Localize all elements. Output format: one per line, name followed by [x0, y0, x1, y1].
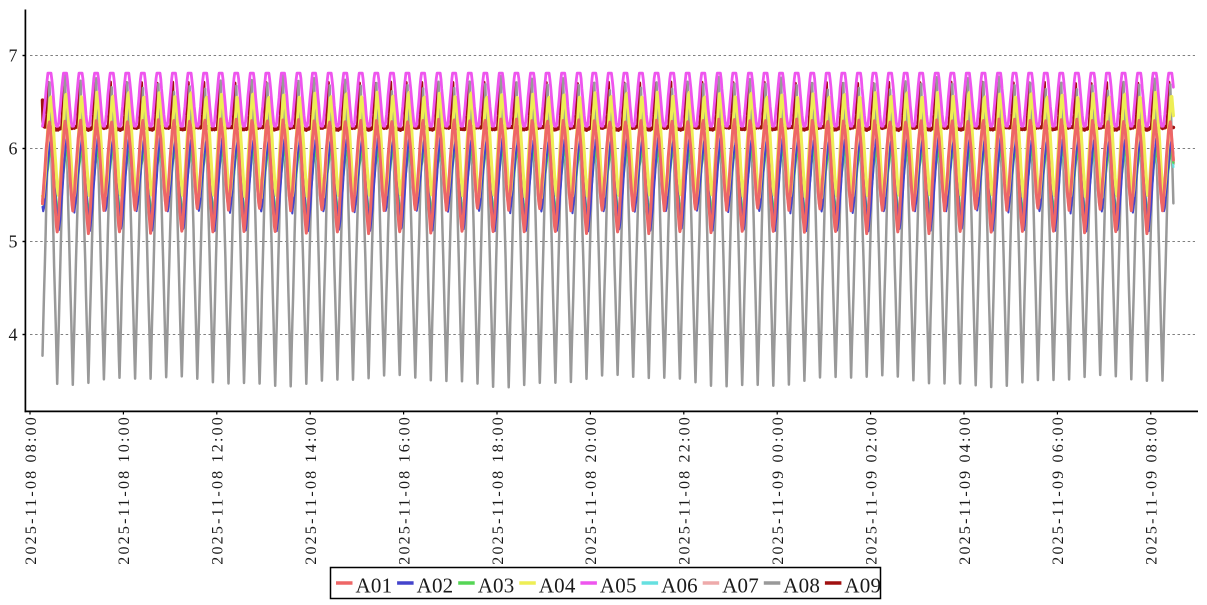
svg-text:A08: A08 [783, 573, 820, 597]
svg-text:2025-11-09 04:00: 2025-11-09 04:00 [957, 415, 974, 565]
svg-text:2025-11-08 22:00: 2025-11-08 22:00 [677, 415, 694, 565]
svg-text:2025-11-08 20:00: 2025-11-08 20:00 [583, 415, 600, 565]
svg-text:2025-11-08 18:00: 2025-11-08 18:00 [490, 415, 507, 565]
svg-text:6: 6 [9, 139, 18, 159]
svg-text:2025-11-08 16:00: 2025-11-08 16:00 [396, 415, 413, 565]
svg-text:A06: A06 [661, 573, 698, 597]
svg-text:7: 7 [9, 46, 18, 66]
svg-text:2025-11-08 14:00: 2025-11-08 14:00 [303, 415, 320, 565]
svg-text:2025-11-09 06:00: 2025-11-09 06:00 [1050, 415, 1067, 565]
svg-text:4: 4 [9, 325, 18, 345]
svg-text:2025-11-08 10:00: 2025-11-08 10:00 [116, 415, 133, 565]
svg-text:A04: A04 [539, 573, 576, 597]
svg-text:2025-11-09 08:00: 2025-11-09 08:00 [1144, 415, 1161, 565]
svg-text:A07: A07 [722, 573, 759, 597]
svg-text:5: 5 [9, 232, 18, 252]
svg-text:A09: A09 [844, 573, 881, 597]
svg-text:A02: A02 [417, 573, 454, 597]
svg-text:2025-11-09 00:00: 2025-11-09 00:00 [770, 415, 787, 565]
svg-text:A05: A05 [600, 573, 637, 597]
svg-text:2025-11-08 12:00: 2025-11-08 12:00 [210, 415, 227, 565]
svg-text:A01: A01 [356, 573, 393, 597]
svg-text:2025-11-09 02:00: 2025-11-09 02:00 [863, 415, 880, 565]
svg-text:A03: A03 [478, 573, 515, 597]
svg-text:2025-11-08 08:00: 2025-11-08 08:00 [23, 415, 40, 565]
